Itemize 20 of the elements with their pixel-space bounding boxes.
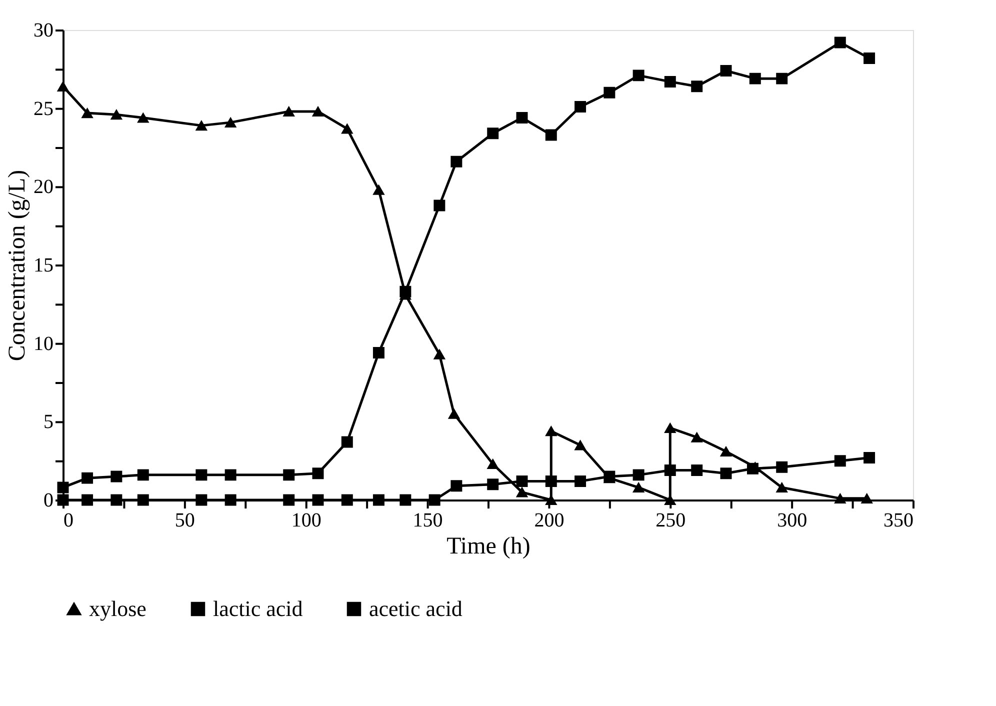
y-tick-label: 5 <box>44 411 54 434</box>
x-tick-label: 300 <box>777 510 808 532</box>
y-tick-label: 30 <box>34 20 54 42</box>
x-tick-label: 50 <box>174 510 195 532</box>
legend-label: acetic acid <box>369 596 462 621</box>
y-tick-label: 15 <box>34 254 54 276</box>
x-tick-label: 0 <box>64 510 74 532</box>
x-tick-label: 350 <box>884 510 914 532</box>
x-axis-title: Time (h) <box>446 534 530 560</box>
x-tick-label: 200 <box>534 510 564 532</box>
y-tick-label: 0 <box>44 490 54 512</box>
x-tick-label: 250 <box>656 510 686 532</box>
y-axis-title: Concentration (g/L) <box>4 170 30 362</box>
y-tick-label: 10 <box>34 332 54 355</box>
x-tick-label: 150 <box>412 510 443 532</box>
y-tick-label: 25 <box>34 98 54 120</box>
y-tick-label: 20 <box>34 176 54 198</box>
legend-label: lactic acid <box>213 596 303 621</box>
x-tick-label: 100 <box>291 510 322 532</box>
legend-label: xylose <box>89 596 146 621</box>
